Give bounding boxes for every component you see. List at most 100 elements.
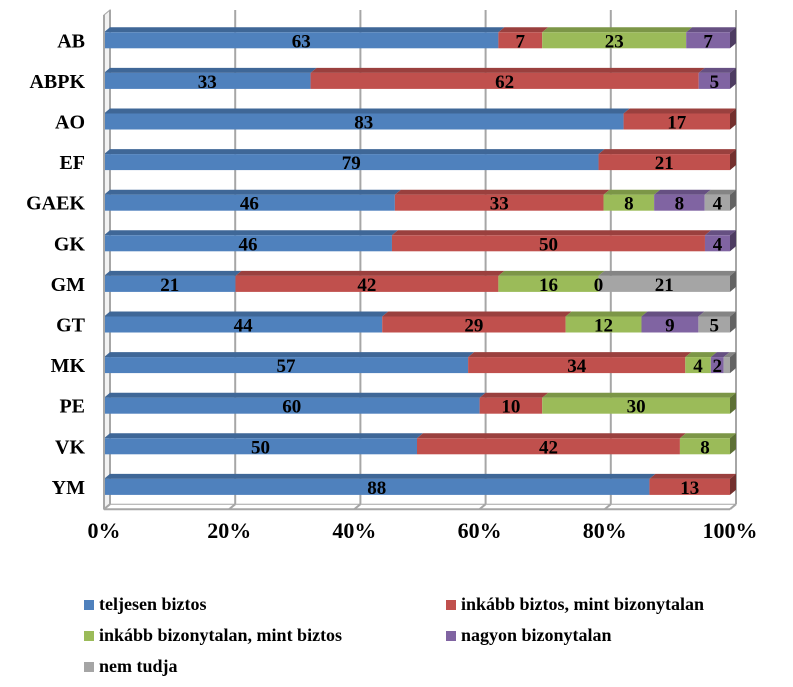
bar-segment-top <box>104 67 317 73</box>
legend-label: teljesen biztos <box>99 594 207 614</box>
bar-segment-top <box>565 311 648 317</box>
bar-segment-top <box>679 433 736 439</box>
data-label: 4 <box>713 234 723 255</box>
bar-segment <box>104 438 417 455</box>
bar-segment <box>542 397 730 414</box>
bar-end-side <box>730 189 736 211</box>
bar-end-side <box>730 352 736 374</box>
data-label: 12 <box>594 316 613 337</box>
bar-segment <box>598 154 730 171</box>
data-label: 4 <box>693 356 703 377</box>
data-label: 50 <box>539 234 558 255</box>
bar-segment <box>104 113 624 130</box>
bar-end-side <box>730 473 736 495</box>
data-label: 4 <box>713 194 723 215</box>
legend-label: inkább biztos, mint bizonytalan <box>461 594 705 614</box>
bar-segment <box>710 357 724 374</box>
bar-segment <box>235 275 499 292</box>
y-tick-label: GM <box>51 274 86 296</box>
bar-segment-top <box>417 433 686 439</box>
bar-segment-top <box>104 473 656 479</box>
bar-segment <box>104 72 311 89</box>
data-label: 44 <box>234 316 254 337</box>
bar-segment <box>498 32 543 49</box>
data-label: 57 <box>277 356 297 377</box>
bar-end-side <box>730 230 736 252</box>
data-label: 30 <box>627 397 646 418</box>
legend-item-nem-tudja: nem tudja <box>84 656 178 677</box>
bar-end-side <box>730 67 736 89</box>
y-tick-label: MK <box>51 355 86 377</box>
bar-segment-top <box>603 189 661 195</box>
legend-item-nagyon-bizonytalan: nagyon bizonytalan <box>446 625 612 646</box>
data-label: 8 <box>624 194 634 215</box>
data-label: 60 <box>282 397 301 418</box>
y-tick-label: GT <box>56 315 86 337</box>
bar-segment-top <box>104 27 505 33</box>
bar-segment-top <box>104 392 486 398</box>
legend-swatch <box>84 661 94 672</box>
y-tick-label: PE <box>59 396 85 418</box>
bar-segment-top <box>468 352 692 358</box>
y-tick-label: AO <box>55 112 85 134</box>
bar-end-side <box>730 27 736 49</box>
bar-segment <box>104 194 395 211</box>
bar-segment <box>104 397 480 414</box>
bar-segment-top <box>104 189 401 195</box>
legend-label: nem tudja <box>99 656 178 676</box>
data-label: 16 <box>539 275 558 296</box>
data-label: 46 <box>238 234 257 255</box>
data-label: 8 <box>675 194 685 215</box>
bar-segment-top <box>598 149 736 155</box>
data-label: 5 <box>709 316 719 337</box>
bar-segment <box>685 357 711 374</box>
bar-segment-top <box>686 27 736 33</box>
legend-item-teljesen-biztos: teljesen biztos <box>84 594 206 615</box>
bar-segment-top <box>104 149 605 155</box>
bar-segment <box>104 32 499 49</box>
bar-end-side <box>730 392 736 414</box>
legend-label: inkább bizonytalan, mint biztos <box>99 625 343 645</box>
bar-end-side <box>730 311 736 333</box>
bar-segment-top <box>310 67 705 73</box>
bar-segment <box>649 478 730 495</box>
bar-segment <box>104 154 599 171</box>
data-label: 79 <box>342 153 361 174</box>
bar-end-side <box>730 433 736 455</box>
bar-segment-top <box>394 189 610 195</box>
bar-segment-top <box>598 270 736 276</box>
data-label: 17 <box>667 113 687 134</box>
data-label: 7 <box>516 31 526 52</box>
legend-swatch <box>84 630 94 641</box>
data-label: 50 <box>251 437 270 458</box>
data-label: 83 <box>354 113 373 134</box>
data-label: 29 <box>464 316 483 337</box>
bar-segment <box>468 357 686 374</box>
data-label: 0 <box>594 275 604 296</box>
x-tick-label: 60% <box>458 518 502 543</box>
bar-segment <box>698 316 730 333</box>
data-label: 42 <box>357 275 376 296</box>
bar-segment <box>479 397 543 414</box>
data-label: 5 <box>710 72 720 93</box>
bar-segment <box>654 194 705 211</box>
data-label: 2 <box>712 356 722 377</box>
bar-segment <box>104 275 236 292</box>
bar-segment-top <box>698 67 736 73</box>
bar-segment <box>391 235 705 252</box>
bar-segment <box>104 478 650 495</box>
bar-segment <box>542 32 687 49</box>
bar-segment-top <box>649 473 736 479</box>
bar-segment-top <box>104 433 423 439</box>
bar-segment-top <box>479 392 549 398</box>
data-label: 33 <box>490 194 509 215</box>
bar-segment-top <box>104 108 630 114</box>
bar-segment-top <box>104 311 389 317</box>
data-label: 21 <box>655 275 674 296</box>
legend-label: nagyon bizonytalan <box>461 625 612 645</box>
y-tick-label: VK <box>55 436 85 458</box>
bar-segment <box>598 275 730 292</box>
data-label: 88 <box>367 478 386 499</box>
data-label: 33 <box>198 72 217 93</box>
bar-segment <box>382 316 566 333</box>
